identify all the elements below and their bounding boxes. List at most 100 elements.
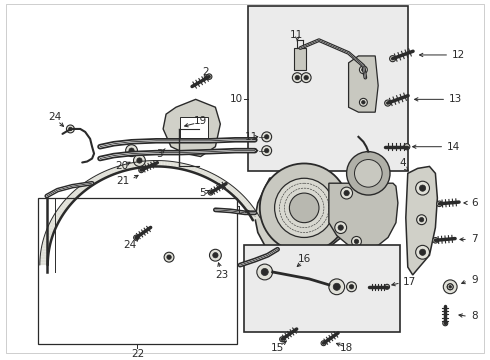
Circle shape [351,237,362,246]
Circle shape [354,159,382,187]
Polygon shape [40,254,49,257]
Polygon shape [101,172,108,178]
Polygon shape [234,193,242,198]
Polygon shape [155,161,159,166]
Polygon shape [193,167,198,173]
Polygon shape [228,186,236,193]
Text: 1: 1 [235,206,242,216]
Circle shape [210,249,221,261]
Text: 7: 7 [471,234,478,244]
Polygon shape [232,190,240,197]
Text: 13: 13 [449,94,463,104]
Circle shape [338,225,343,230]
Polygon shape [242,201,250,207]
Circle shape [443,280,457,294]
Polygon shape [55,211,63,217]
Circle shape [360,98,368,106]
Polygon shape [47,226,55,231]
Polygon shape [167,161,171,167]
Circle shape [335,222,346,234]
Polygon shape [53,214,62,219]
Circle shape [447,284,453,290]
Polygon shape [255,176,348,255]
Circle shape [344,190,349,196]
Circle shape [260,163,348,252]
Polygon shape [182,163,187,170]
Polygon shape [91,177,98,184]
Text: 20: 20 [115,161,128,171]
Circle shape [125,145,138,157]
Text: 21: 21 [116,176,129,186]
Circle shape [362,100,365,104]
Polygon shape [88,179,95,185]
Circle shape [416,181,429,195]
Polygon shape [329,183,398,247]
Circle shape [290,193,319,223]
Text: 14: 14 [447,142,461,152]
Circle shape [134,235,139,240]
Circle shape [390,56,396,62]
Circle shape [301,73,311,82]
Polygon shape [110,168,116,175]
Text: 22: 22 [131,349,144,359]
Polygon shape [45,232,53,236]
Polygon shape [221,181,228,188]
Polygon shape [69,193,77,199]
Circle shape [333,283,340,290]
Polygon shape [107,169,113,176]
Polygon shape [98,173,105,179]
Polygon shape [49,221,58,226]
Circle shape [69,127,72,131]
Circle shape [404,144,410,150]
Text: 9: 9 [471,275,478,285]
Circle shape [385,284,390,289]
Polygon shape [76,188,83,194]
Circle shape [416,246,429,259]
Polygon shape [206,172,213,179]
Circle shape [274,178,334,238]
Circle shape [293,73,302,82]
Polygon shape [348,56,378,112]
Circle shape [437,201,442,207]
Polygon shape [65,198,74,203]
Polygon shape [179,163,183,169]
Polygon shape [50,219,59,224]
Polygon shape [164,161,168,167]
Polygon shape [161,161,165,167]
Circle shape [419,185,426,191]
Circle shape [262,132,271,142]
Polygon shape [78,186,86,192]
Polygon shape [184,164,190,171]
Polygon shape [214,176,220,183]
Circle shape [137,158,142,163]
Polygon shape [251,215,260,220]
Text: 24: 24 [48,112,61,122]
Polygon shape [196,168,201,174]
Polygon shape [170,161,174,168]
Circle shape [261,269,269,275]
Polygon shape [198,169,204,175]
Polygon shape [216,178,223,184]
Polygon shape [158,161,162,167]
Polygon shape [72,192,79,198]
Polygon shape [83,182,90,188]
Bar [244,246,400,332]
Bar [38,198,237,344]
Circle shape [129,148,134,153]
Polygon shape [40,257,48,260]
Polygon shape [44,234,52,239]
Polygon shape [127,163,132,170]
Circle shape [385,100,391,106]
Text: 11: 11 [290,30,303,40]
Polygon shape [211,175,218,181]
Circle shape [449,285,451,288]
Polygon shape [173,162,177,168]
Circle shape [346,152,390,195]
Polygon shape [113,167,118,174]
Text: 8: 8 [471,311,478,321]
Polygon shape [96,174,102,181]
Circle shape [164,252,174,262]
Polygon shape [137,162,141,168]
Polygon shape [201,170,207,176]
Polygon shape [61,202,70,208]
